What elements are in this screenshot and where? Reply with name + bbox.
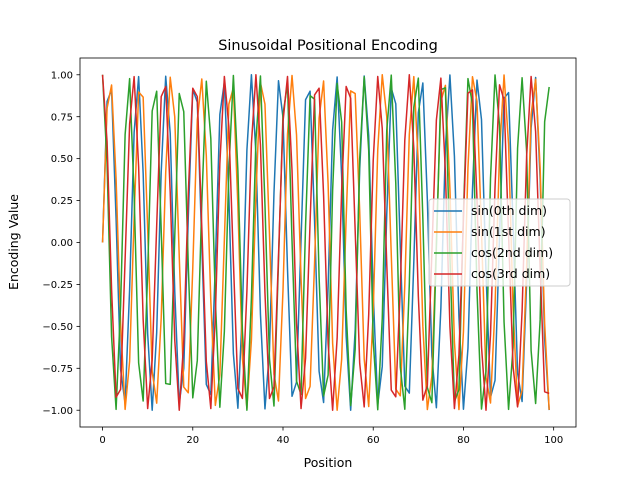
y-tick-label: 0.25 bbox=[51, 196, 73, 207]
series-line-2 bbox=[101, 74, 550, 411]
legend-box bbox=[428, 198, 571, 287]
chart-title: Sinusoidal Positional Encoding bbox=[218, 38, 438, 54]
axes-layer: 0 20 40 60 80 100 −1.00 −0.75 −0.50 −0.25 0.00 0.25… bbox=[42, 57, 577, 446]
y-tick-label: −0.25 bbox=[42, 280, 73, 291]
series-layer bbox=[101, 74, 550, 411]
y-tick-label: −1.00 bbox=[42, 406, 73, 417]
x-tick-label: 40 bbox=[277, 435, 290, 446]
legend-label: cos(3rd dim) bbox=[471, 266, 550, 281]
legend-label: sin(0th dim) bbox=[471, 203, 547, 218]
legend: sin(0th dim) sin(1st dim) cos(2nd dim) cos(… bbox=[428, 198, 571, 287]
x-tick-label: 20 bbox=[186, 435, 199, 446]
y-tick-label: 0.75 bbox=[51, 112, 73, 123]
x-tick-label: 60 bbox=[367, 435, 380, 446]
y-tick-label: −0.50 bbox=[42, 322, 73, 333]
y-tick-label: 0.00 bbox=[51, 238, 73, 249]
y-tick-label: −0.75 bbox=[42, 364, 73, 375]
series-line-3 bbox=[101, 74, 550, 411]
x-axis-label: Position bbox=[304, 455, 353, 470]
y-tick-label: 1.00 bbox=[51, 70, 73, 81]
y-axis-label: Encoding Value bbox=[6, 194, 21, 290]
x-tick-label: 80 bbox=[457, 435, 470, 446]
y-tick-label: 0.50 bbox=[51, 154, 73, 165]
x-tick-label: 0 bbox=[99, 435, 105, 446]
x-tick-label: 100 bbox=[544, 435, 563, 446]
legend-label: sin(1st dim) bbox=[471, 224, 546, 239]
legend-label: cos(2nd dim) bbox=[471, 245, 553, 260]
